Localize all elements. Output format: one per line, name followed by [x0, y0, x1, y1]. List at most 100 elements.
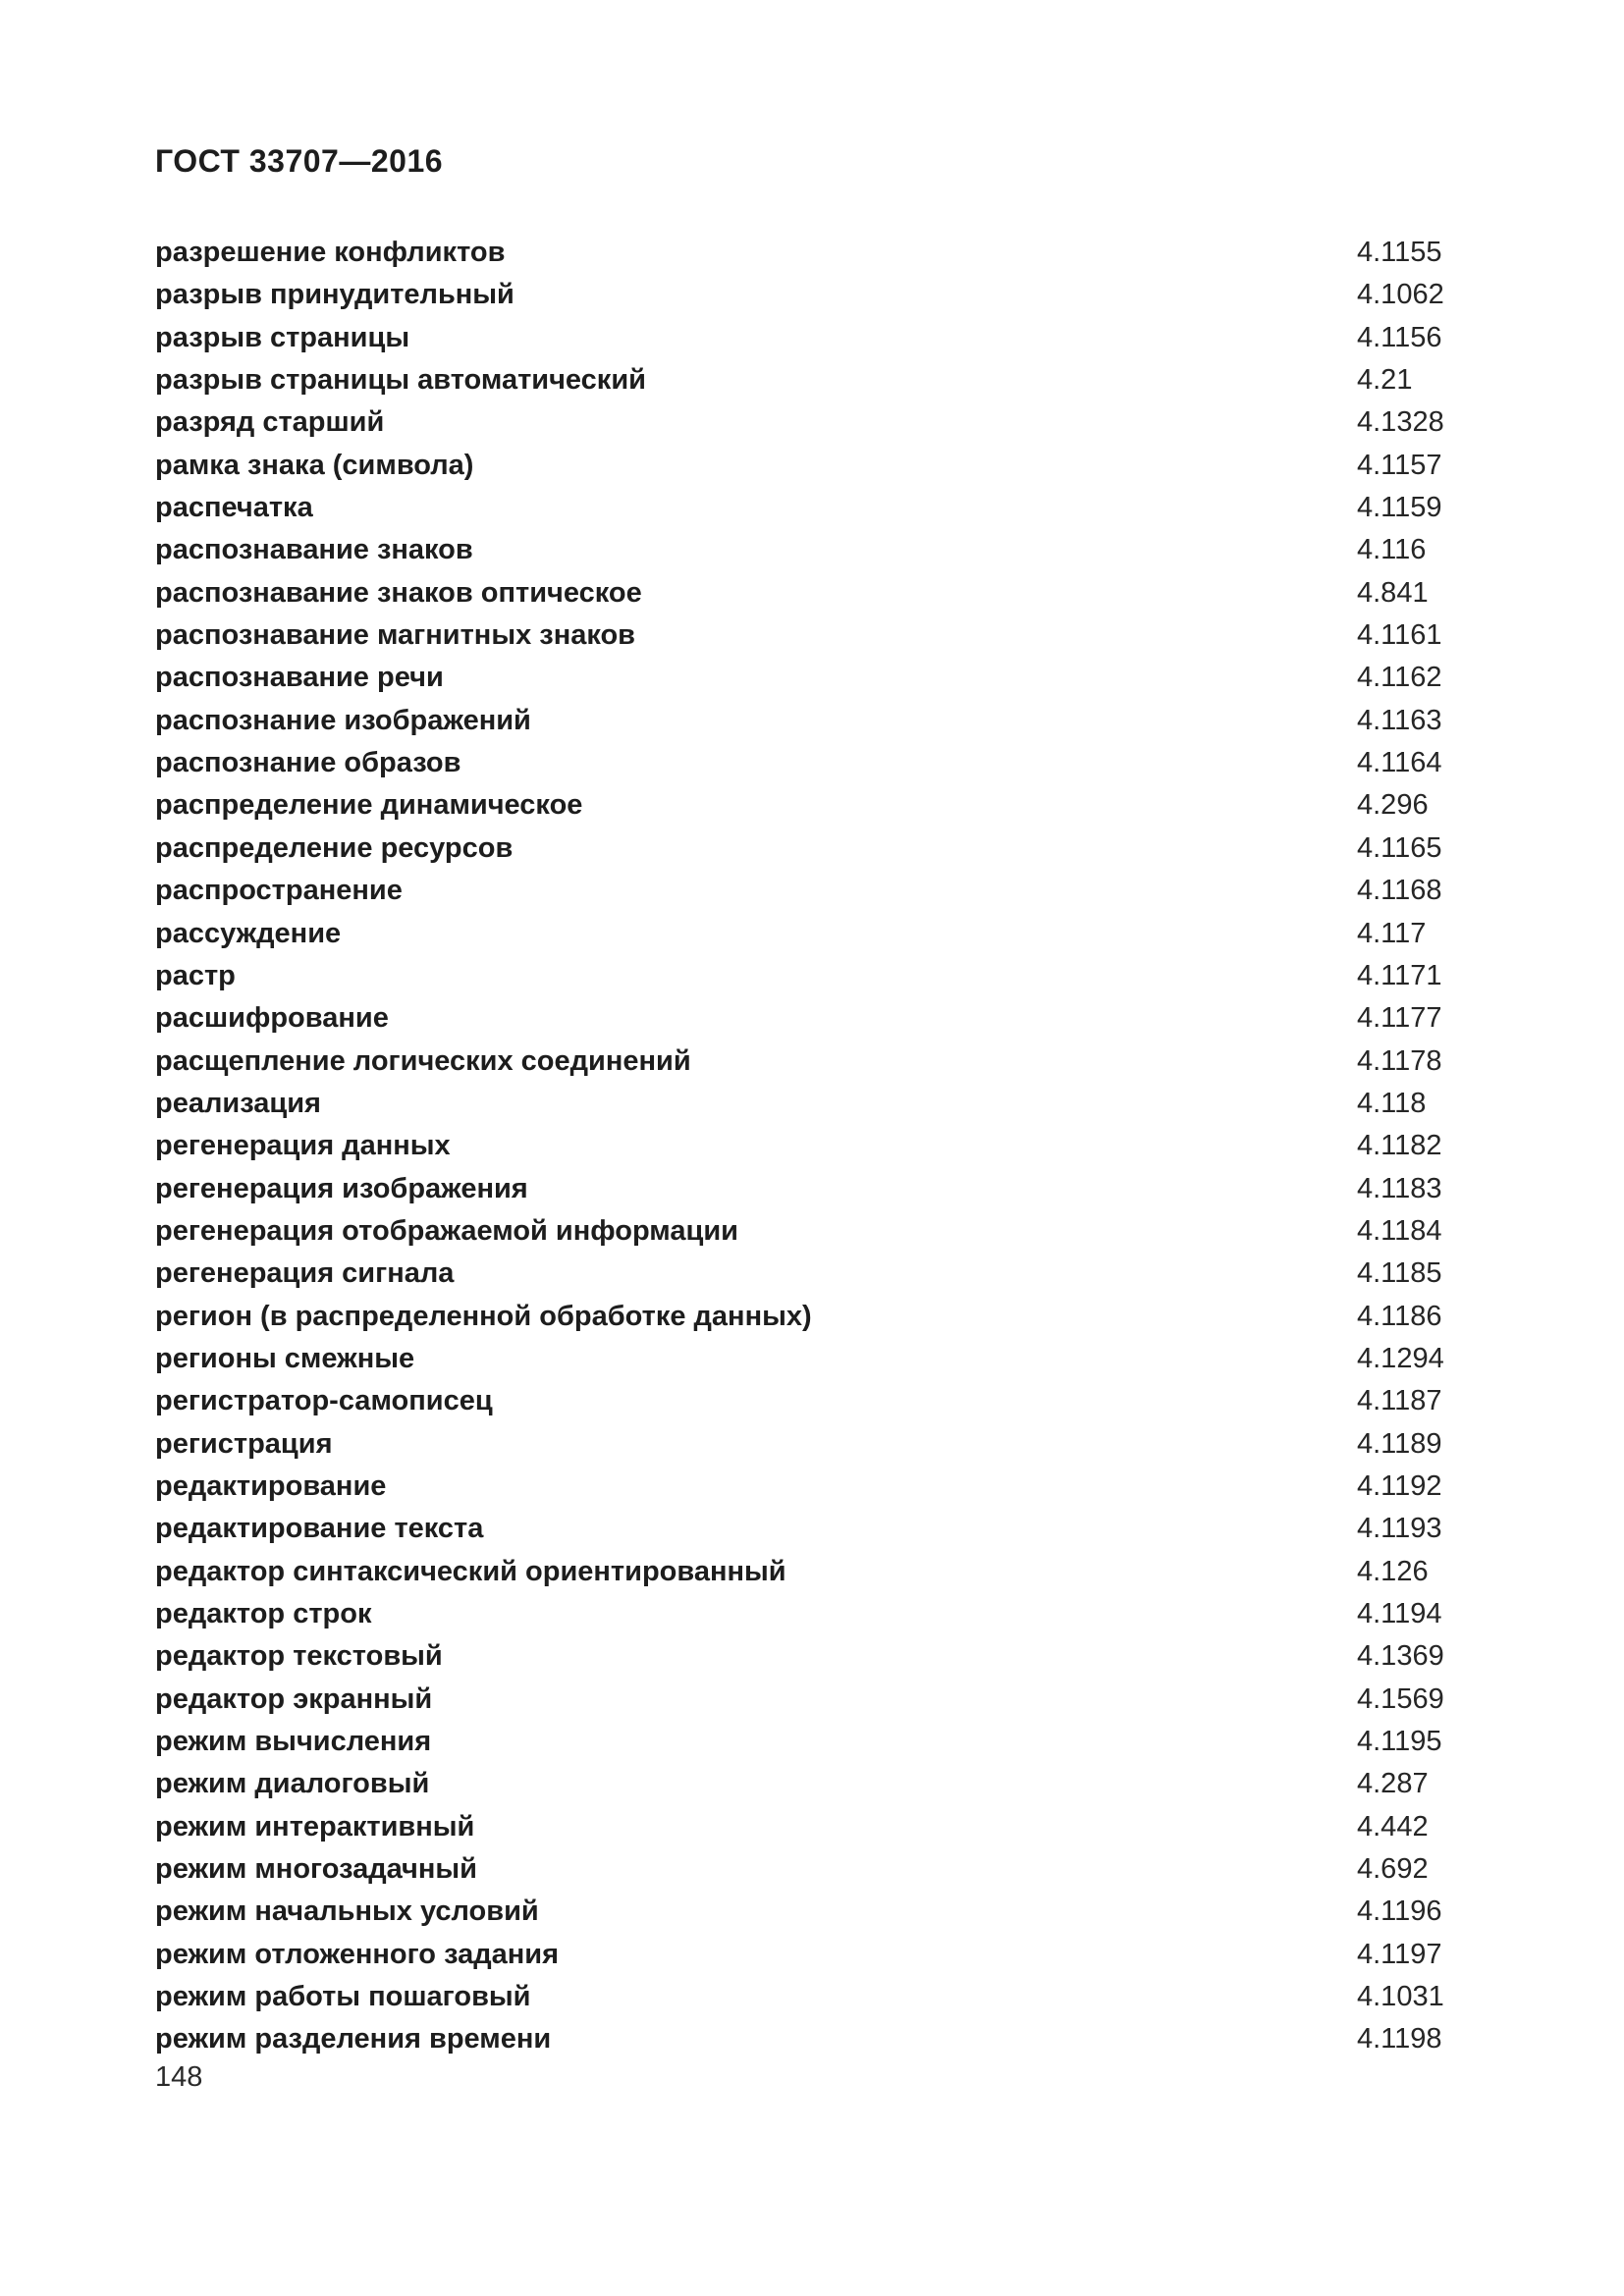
index-term: рамка знака (символа): [155, 449, 474, 481]
index-term: расщепление логических соединений: [155, 1044, 691, 1077]
index-entry-row: регион (в распределенной обработке данны…: [155, 1296, 1530, 1338]
index-entry-row: режим отложенного задания 4.1197: [155, 1934, 1530, 1976]
index-term: режим интерактивный: [155, 1810, 475, 1842]
index-ref-number: 4.1186: [1357, 1300, 1442, 1332]
index-entry-row: редактирование текста 4.1193: [155, 1508, 1530, 1550]
index-entry-row: режим разделения времени 4.1198: [155, 2018, 1530, 2060]
index-ref-number: 4.287: [1357, 1768, 1429, 1800]
index-entry-row: редактор строк 4.1194: [155, 1593, 1530, 1635]
index-entry-row: расщепление логических соединений 4.1178: [155, 1041, 1530, 1083]
index-ref-number: 4.1193: [1357, 1513, 1442, 1545]
index-ref-number: 4.1182: [1357, 1130, 1442, 1162]
index-ref-number: 4.1031: [1357, 1981, 1444, 2013]
index-term: распространение: [155, 875, 403, 907]
index-ref-number: 4.1184: [1357, 1214, 1442, 1247]
index-ref-number: 4.1195: [1357, 1726, 1442, 1758]
index-entry-row: растр 4.1171: [155, 955, 1530, 997]
index-ref-number: 4.1185: [1357, 1257, 1442, 1290]
index-entry-row: распространение 4.1168: [155, 870, 1530, 912]
index-entry-row: регистратор-самописец 4.1187: [155, 1380, 1530, 1422]
index-ref-number: 4.1062: [1357, 279, 1444, 311]
index-term: редактирование текста: [155, 1513, 484, 1545]
index-ref-number: 4.1328: [1357, 406, 1444, 439]
index-entry-row: регенерация сигнала 4.1185: [155, 1253, 1530, 1295]
index-term: режим многозадачный: [155, 1853, 477, 1886]
index-term: редактирование: [155, 1469, 387, 1502]
index-term: режим отложенного задания: [155, 1938, 560, 1970]
index-ref-number: 4.1569: [1357, 1682, 1444, 1715]
index-term: регистратор-самописец: [155, 1385, 493, 1417]
index-ref-number: 4.1165: [1357, 831, 1442, 864]
index-ref-number: 4.126: [1357, 1555, 1429, 1587]
index-ref-number: 4.1171: [1357, 959, 1442, 991]
index-term: регенерация данных: [155, 1130, 451, 1162]
index-term: регион (в распределенной обработке данны…: [155, 1300, 812, 1332]
index-entry-row: режим начальных условий 4.1196: [155, 1891, 1530, 1933]
index-ref-number: 4.1177: [1357, 1002, 1442, 1035]
index-ref-number: 4.1294: [1357, 1342, 1444, 1374]
index-term: регенерация сигнала: [155, 1257, 455, 1290]
index-term: режим работы пошаговый: [155, 1981, 531, 2013]
index-term: растр: [155, 959, 236, 991]
index-term: режим разделения времени: [155, 2023, 552, 2056]
index-term: редактор строк: [155, 1598, 372, 1629]
index-entry-row: режим многозадачный 4.692: [155, 1848, 1530, 1891]
index-ref-number: 4.1156: [1357, 321, 1442, 353]
index-entry-row: распределение динамическое 4.296: [155, 784, 1530, 827]
index-term: режим вычисления: [155, 1726, 432, 1758]
index-ref-number: 4.118: [1357, 1087, 1427, 1119]
index-ref-number: 4.1189: [1357, 1427, 1442, 1460]
index-term: режим диалоговый: [155, 1768, 430, 1800]
index-term: регенерация отображаемой информации: [155, 1214, 738, 1247]
page-number: 148: [155, 2061, 203, 2093]
index-entry-row: распознавание магнитных знаков 4.1161: [155, 614, 1530, 657]
index-ref-number: 4.1192: [1357, 1469, 1442, 1502]
index-ref-number: 4.841: [1357, 576, 1429, 609]
index-ref-number: 4.1168: [1357, 875, 1442, 907]
index-ref-number: 4.1183: [1357, 1172, 1442, 1204]
index-entry-row: расшифрование 4.1177: [155, 997, 1530, 1040]
index-term: разряд старший: [155, 406, 385, 439]
index-term: регенерация изображения: [155, 1172, 528, 1204]
index-term: распределение динамическое: [155, 789, 583, 822]
index-ref-number: 4.442: [1357, 1810, 1429, 1842]
index-ref-number: 4.1155: [1357, 237, 1442, 268]
index-ref-number: 4.1163: [1357, 704, 1442, 736]
index-entry-row: распознавание знаков оптическое 4.841: [155, 572, 1530, 614]
index-term: распознавание магнитных знаков: [155, 619, 636, 652]
index-ref-number: 4.21: [1357, 364, 1413, 397]
index-entry-row: рассуждение 4.117: [155, 913, 1530, 955]
index-ref-number: 4.1369: [1357, 1640, 1444, 1673]
index-term: редактор синтаксический ориентированный: [155, 1555, 786, 1587]
index-term: регистрация: [155, 1427, 333, 1460]
index-entry-row: разряд старший 4.1328: [155, 401, 1530, 444]
index-term: распознавание речи: [155, 662, 444, 694]
index-ref-number: 4.1157: [1357, 449, 1442, 481]
index-entry-row: разрыв принудительный 4.1062: [155, 274, 1530, 316]
index-entry-row: рамка знака (символа) 4.1157: [155, 445, 1530, 487]
index-ref-number: 4.692: [1357, 1853, 1429, 1886]
index-term: рассуждение: [155, 917, 342, 949]
index-term: реализация: [155, 1087, 321, 1119]
index-entry-row: разрыв страницы автоматический 4.21: [155, 359, 1530, 401]
index-term: режим начальных условий: [155, 1896, 539, 1928]
index-entry-row: регенерация данных 4.1182: [155, 1125, 1530, 1167]
index-entry-row: разрешение конфликтов 4.1155: [155, 232, 1530, 274]
index-term: разрыв страницы: [155, 321, 410, 353]
index-term: разрыв страницы автоматический: [155, 364, 646, 397]
index-entry-row: редактор экранный 4.1569: [155, 1679, 1530, 1721]
index-ref-number: 4.1164: [1357, 747, 1442, 779]
index-term: разрыв принудительный: [155, 279, 514, 311]
index-ref-number: 4.117: [1357, 917, 1427, 949]
alphabetical-index-list: разрешение конфликтов 4.1155 разрыв прин…: [155, 232, 1530, 2061]
index-term: регионы смежные: [155, 1342, 415, 1374]
index-entry-row: распознавание знаков 4.116: [155, 529, 1530, 571]
index-entry-row: распечатка 4.1159: [155, 487, 1530, 529]
index-entry-row: регионы смежные 4.1294: [155, 1338, 1530, 1380]
index-ref-number: 4.1162: [1357, 662, 1442, 694]
index-ref-number: 4.1178: [1357, 1044, 1442, 1077]
index-entry-row: редактор текстовый 4.1369: [155, 1635, 1530, 1678]
index-term: редактор текстовый: [155, 1640, 443, 1673]
index-term: распознание изображений: [155, 704, 531, 736]
